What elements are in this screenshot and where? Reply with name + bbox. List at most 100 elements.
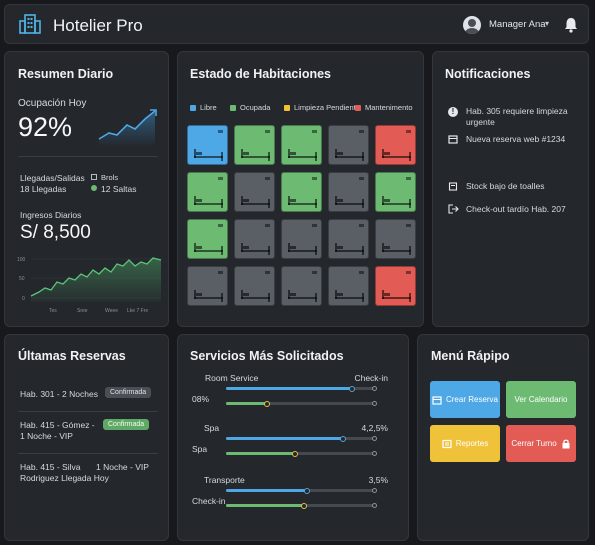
notifications-panel: Notificaciones ! Hab. 305 requiere limpi… [432,51,589,327]
divider [18,156,158,157]
arrivals-value: 18 Llegadas [20,184,67,194]
chevron-down-icon[interactable]: ▾ [545,19,550,28]
reservations-panel: Últamas Reservas Hab. 301 - 2 Noches Con… [4,334,169,541]
track-end [372,386,377,391]
calendar-icon [448,135,458,144]
room-cell[interactable] [234,266,275,306]
user-menu-name[interactable]: Manager Ana [489,19,546,30]
hotel-building-icon [19,14,41,34]
reservation-text[interactable]: Rodriguez Llegada Hoy [20,473,109,483]
box-icon [448,182,458,191]
room-cell[interactable] [234,172,275,212]
status-badge: Confirmada [103,419,150,430]
slider-handle[interactable] [292,450,298,457]
room-cell[interactable] [187,219,228,259]
create-reservation-button[interactable]: Crear Reserva [430,381,500,418]
room-cell[interactable] [187,125,228,165]
service-side-label: Spa [192,444,208,454]
room-cell[interactable] [234,125,275,165]
income-value: S/ 8,500 [20,222,91,243]
occupancy-value: 92% [18,112,73,142]
notification-text[interactable]: Nueva reserva web #1234 [466,134,566,144]
x-tick: Sree [77,308,88,314]
notification-text[interactable]: Check-out tardío Hab. 207 [466,204,566,214]
x-tick: Tes [49,308,57,314]
room-cell[interactable] [375,266,416,306]
reservation-text[interactable]: Hab. 301 - 2 Noches [20,389,98,399]
service-name: Room Service [205,373,259,383]
service-side-label: Check-in [192,496,226,506]
departures-value: 12 Saltas [101,184,137,194]
app-header: Hotelier Pro Manager Ana ▾ [4,4,589,44]
alert-icon: ! [448,107,458,117]
x-tick: Lke 7 Fre [127,308,148,314]
room-cell[interactable] [187,266,228,306]
room-cell[interactable] [375,219,416,259]
service-side-label: 08% [192,394,210,404]
legend-swatch [230,105,236,111]
service-progress-green [226,502,377,509]
slider-handle[interactable] [339,435,346,442]
room-cell[interactable] [328,125,369,165]
legend-swatch [284,105,290,111]
room-status-title: Estado de Habitaciones [190,67,332,81]
bell-icon[interactable] [563,16,579,34]
button-label: Crear Reserva [445,395,498,404]
reservation-text[interactable]: 1 Noche - VIP [20,431,73,441]
room-cell[interactable] [281,266,322,306]
room-cell[interactable] [281,125,322,165]
room-cell[interactable] [375,172,416,212]
notification-text[interactable]: Stock bajo de toalles [466,181,545,191]
service-progress-green [226,450,377,457]
room-cell[interactable] [328,219,369,259]
service-value: 3,5% [368,475,388,485]
legend-label: Libre [200,103,217,112]
button-label: Ver Calendario [514,395,568,404]
service-progress-green [226,400,377,407]
divider [18,453,158,454]
service-progress-blue [226,487,377,494]
slider-handle[interactable] [304,487,310,494]
legend-swatch [190,105,196,111]
slider-handle[interactable] [301,502,307,509]
quick-menu-title: Menú Rápipo [431,349,510,363]
room-cell[interactable] [281,172,322,212]
y-tick: 100 [17,257,26,263]
dot-icon [91,185,97,191]
view-calendar-button[interactable]: Ver Calendario [506,381,576,418]
occupancy-sparkline [98,109,157,147]
room-cell[interactable] [187,172,228,212]
service-progress-blue [226,385,377,392]
misc-label: Brols [101,173,119,182]
avatar[interactable] [463,16,481,34]
legend-label: Limpieza Pendiente [294,103,360,112]
square-icon [91,174,97,180]
y-tick: 0 [22,296,25,302]
room-cell[interactable] [328,266,369,306]
room-cell[interactable] [234,219,275,259]
reports-button[interactable]: Reportes [430,425,500,462]
reservation-text[interactable]: 1 Noche - VIP [96,462,149,472]
quick-menu-panel: Menú Rápipo Crear Reserva Ver Calendario… [417,334,589,541]
room-cell[interactable] [328,172,369,212]
close-shift-button[interactable]: Cerrar Turno [506,425,576,462]
service-progress-blue [226,435,377,442]
services-panel: Servicios Más Solicitados Room Service Ch… [177,334,409,541]
status-badge: Confirmada [105,387,152,398]
room-cell[interactable] [375,125,416,165]
button-label: Reportes [455,439,489,448]
reservation-text[interactable]: Hab. 415 - Gómez - [20,420,95,430]
service-name: Spa [204,423,220,433]
divider [18,411,158,412]
reservation-text[interactable]: Hab. 415 - Silva [20,462,81,472]
y-tick: 50 [19,276,25,282]
logout-icon [448,204,459,214]
room-status-panel: Estado de Habitaciones Libre Ocupada Limpi… [177,51,424,327]
slider-handle[interactable] [263,400,270,407]
legend-swatch [355,105,361,111]
slider-handle[interactable] [348,385,355,392]
notification-text[interactable]: Hab. 305 requiere limpieza urgente [466,106,568,127]
room-cell[interactable] [281,219,322,259]
track-end [372,503,377,508]
report-icon [442,439,452,448]
